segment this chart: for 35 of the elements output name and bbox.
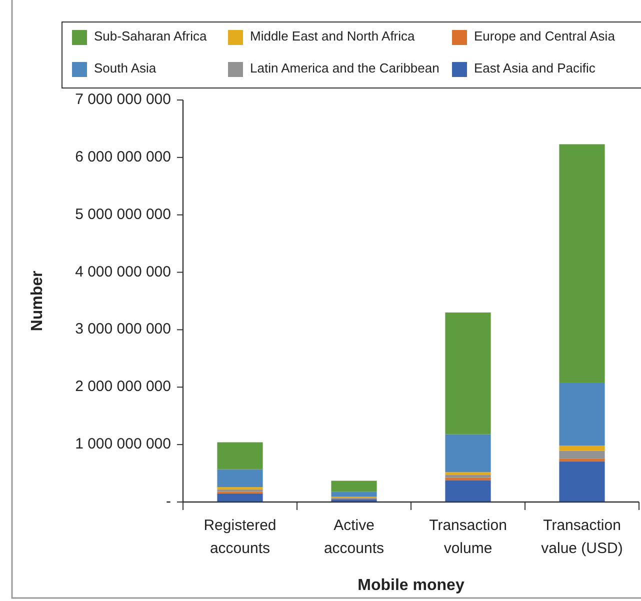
bar: [559, 144, 605, 383]
bar: [445, 475, 491, 478]
x-tick-label: Transaction volume: [429, 517, 507, 557]
y-tick-label: 4 000 000 000: [75, 263, 171, 280]
y-tick-label: -: [166, 492, 171, 510]
bar: [445, 312, 491, 434]
bar: [559, 382, 605, 446]
bar: [445, 434, 491, 472]
legend-label: South Asia: [94, 60, 157, 76]
bar: [559, 450, 605, 459]
x-tick-label: Active accounts: [324, 517, 384, 557]
legend-label: Middle East and North Africa: [250, 28, 416, 44]
legend-label: Sub-Saharan Africa: [94, 28, 208, 44]
bar: [331, 492, 377, 497]
bar: [217, 469, 263, 488]
legend-label: Latin America and the Caribbean: [250, 60, 440, 76]
y-tick-label: 7 000 000 000: [75, 90, 171, 108]
y-tick-label: 1 000 000 000: [75, 436, 171, 453]
y-tick-label: 5 000 000 000: [75, 206, 171, 223]
bar: [445, 480, 491, 502]
bar: [217, 493, 263, 502]
legend-label: East Asia and Pacific: [474, 60, 596, 76]
x-axis-title: Mobile money: [358, 577, 464, 594]
y-tick-label: 2 000 000 000: [75, 378, 171, 396]
bar: [217, 442, 263, 470]
y-tick-label: 3 000 000 000: [75, 320, 171, 338]
x-tick-label: Registered accounts: [204, 517, 276, 557]
x-tick-label: Transaction value (USD): [541, 517, 623, 557]
bar: [331, 480, 377, 492]
y-axis-title: Number: [29, 270, 46, 332]
bar: [559, 446, 605, 451]
y-tick-label: 6 000 000 000: [75, 148, 171, 166]
bar: [445, 472, 491, 476]
bar: [559, 461, 605, 502]
legend-label: Europe and Central Asia: [474, 28, 616, 44]
